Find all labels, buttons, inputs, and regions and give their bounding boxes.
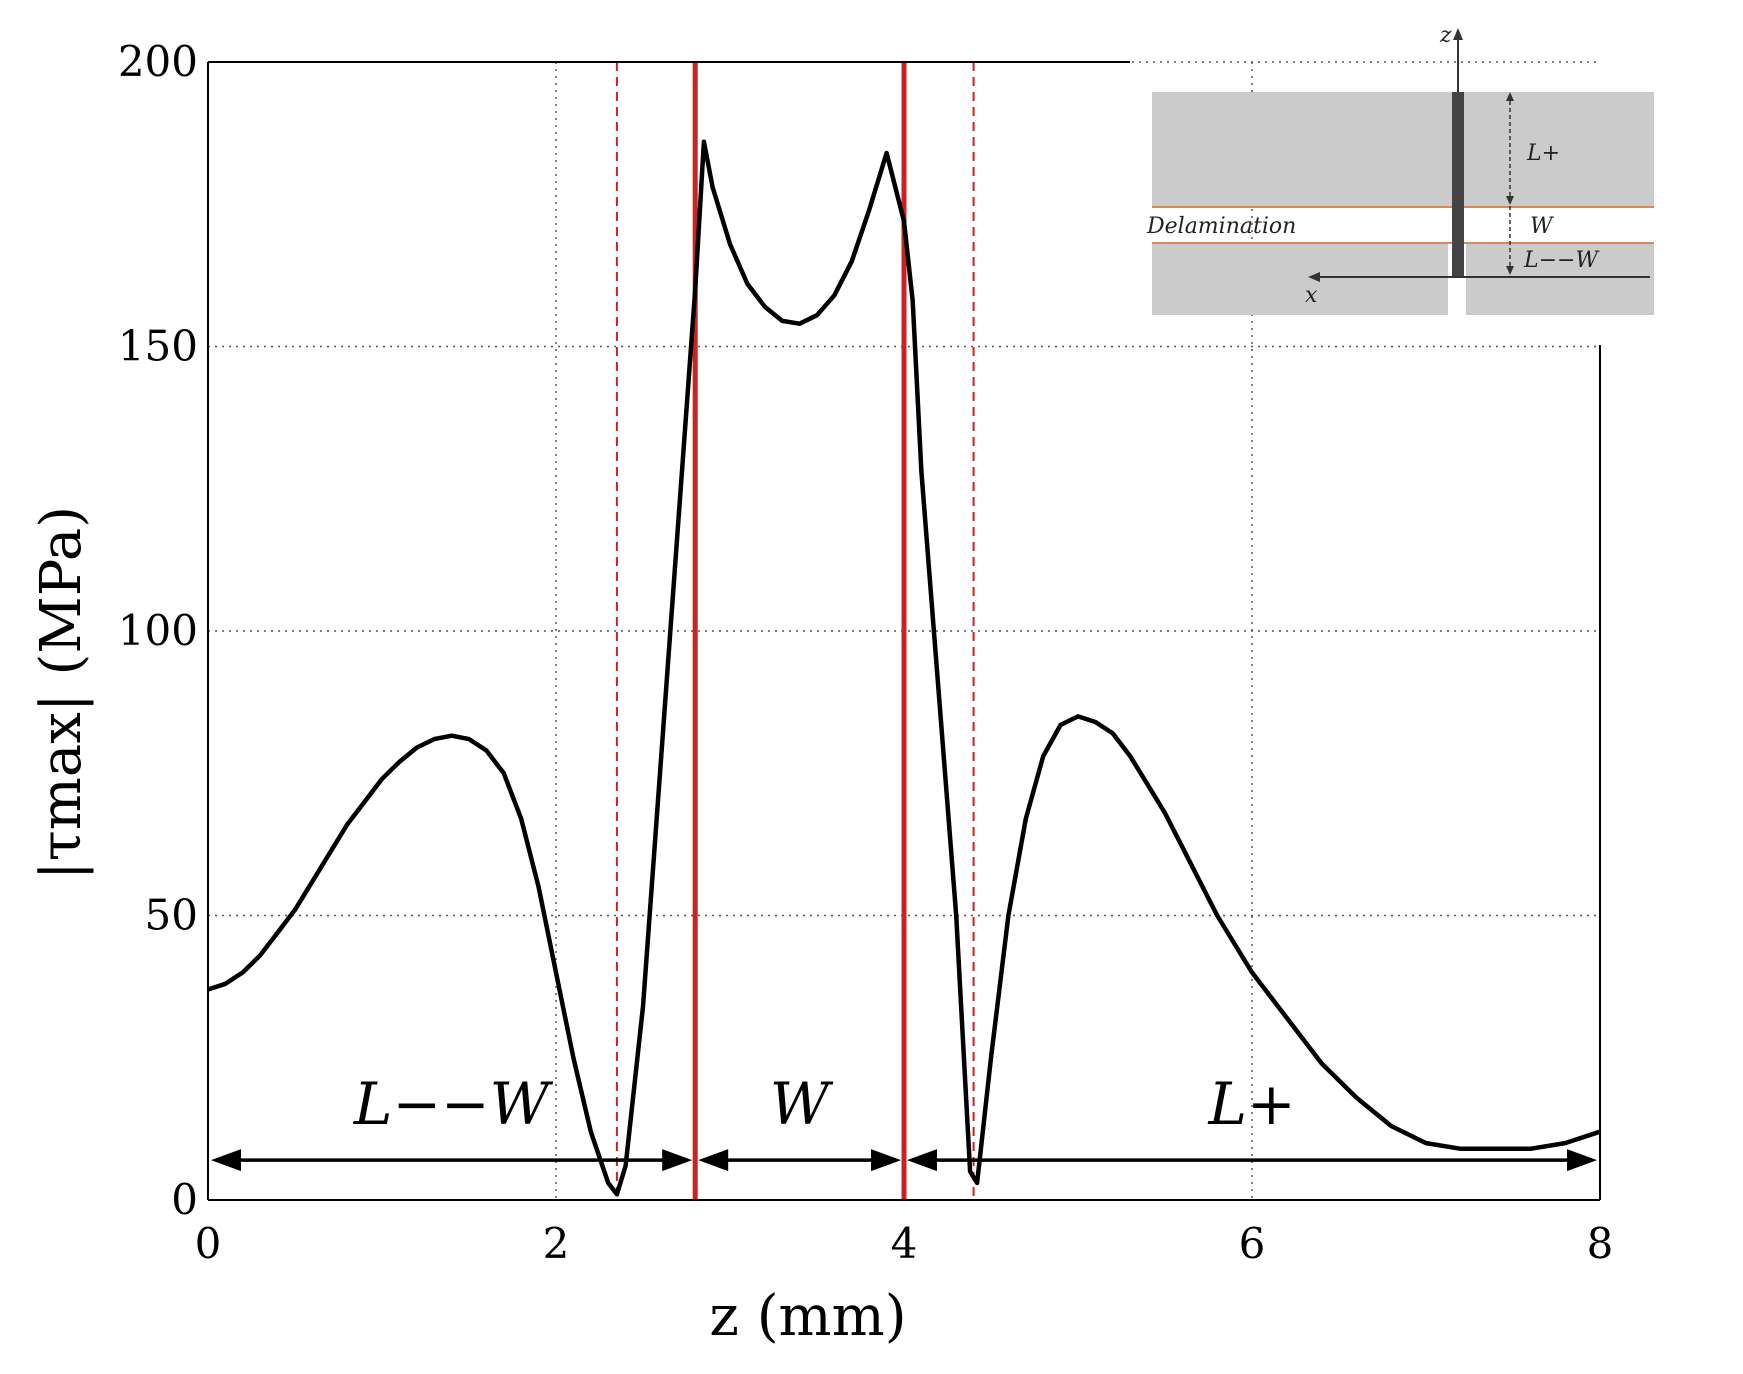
span-arrowhead-left — [698, 1149, 729, 1172]
span-arrowhead-left — [211, 1149, 241, 1172]
inset-dim-arrowhead-mid — [1506, 196, 1514, 205]
inset-dim-arrowhead-bottom — [1506, 266, 1514, 275]
inset-x-arrowhead — [1308, 272, 1320, 282]
plot-frame — [207, 61, 1601, 1201]
inset-fiber — [1452, 92, 1464, 277]
tick-labels: 0 2 4 6 8 0 50 100 150 200 — [118, 37, 1614, 1268]
span-arrowhead-right — [1567, 1149, 1597, 1172]
inset-dim-arrowhead-top — [1506, 92, 1514, 101]
inset-x-label: x — [1305, 283, 1318, 308]
span-label: L+ — [1207, 1070, 1295, 1138]
x-tick-label: 2 — [543, 1219, 570, 1268]
series-line — [207, 139, 1601, 1197]
x-tick-label: 4 — [891, 1219, 918, 1268]
y-tick-label: 150 — [118, 322, 198, 371]
series-layer — [207, 139, 1601, 1197]
span-arrows: L−−W W L+ — [211, 1070, 1597, 1172]
x-axis-label: z (mm) — [709, 1284, 906, 1349]
span-arrowhead-right — [871, 1149, 901, 1172]
y-tick-label: 100 — [118, 606, 198, 655]
inset-l-plus-label: L+ — [1526, 141, 1560, 166]
inset-z-label: z — [1439, 23, 1452, 48]
span-label: W — [770, 1070, 834, 1138]
inset-diagram: z x Delamination L+ W L−−W — [1146, 23, 1654, 315]
inset-z-arrowhead — [1453, 28, 1463, 40]
inset-lower-right-layer — [1466, 243, 1654, 315]
inset-delamination-label: Delamination — [1146, 214, 1296, 239]
y-axis-label: |τmax| (MPa) — [29, 506, 94, 880]
inset-w-label: W — [1530, 214, 1555, 239]
inset-upper-layer — [1152, 92, 1654, 207]
inset-lower-left-layer — [1152, 243, 1448, 315]
y-tick-label: 0 — [171, 1175, 198, 1224]
x-tick-label: 0 — [195, 1219, 222, 1268]
x-tick-label: 6 — [1239, 1219, 1266, 1268]
span-arrowhead-left — [907, 1149, 937, 1172]
inset-l-minus-w-label: L−−W — [1523, 248, 1600, 273]
y-tick-label: 200 — [118, 37, 198, 86]
span-label: L−−W — [353, 1070, 554, 1138]
span-arrowhead-right — [662, 1149, 693, 1172]
x-tick-label: 8 — [1587, 1219, 1614, 1268]
y-tick-label: 50 — [145, 891, 198, 940]
